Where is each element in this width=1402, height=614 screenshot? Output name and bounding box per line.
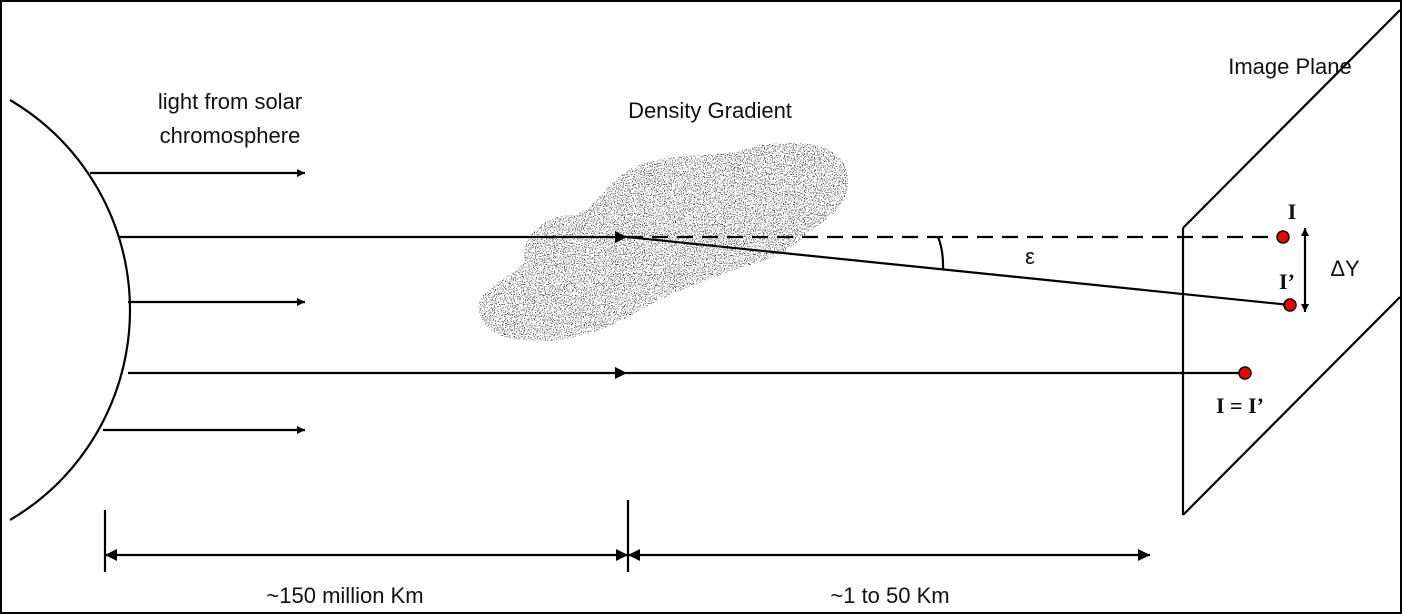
- epsilon-label: ε: [1025, 244, 1035, 269]
- distance-label: ~150 million Km: [266, 583, 423, 608]
- light-label: chromosphere: [160, 123, 301, 148]
- delta-y-label: ΔY: [1330, 256, 1360, 281]
- density-label: Density Gradient: [628, 98, 792, 123]
- image-plane-label: Image Plane: [1228, 54, 1352, 79]
- point-label: I = I’: [1216, 393, 1264, 418]
- light-rays: [90, 169, 1291, 434]
- distance-dimensions: [103, 500, 1150, 572]
- point-label: I: [1288, 199, 1297, 224]
- image-plane: [1181, 9, 1401, 516]
- light-label: light from solar: [158, 89, 302, 114]
- sun-limb: [9, 99, 132, 521]
- image-points: [1238, 230, 1297, 380]
- point-label: I’: [1279, 269, 1295, 294]
- distance-label: ~1 to 50 Km: [830, 583, 949, 608]
